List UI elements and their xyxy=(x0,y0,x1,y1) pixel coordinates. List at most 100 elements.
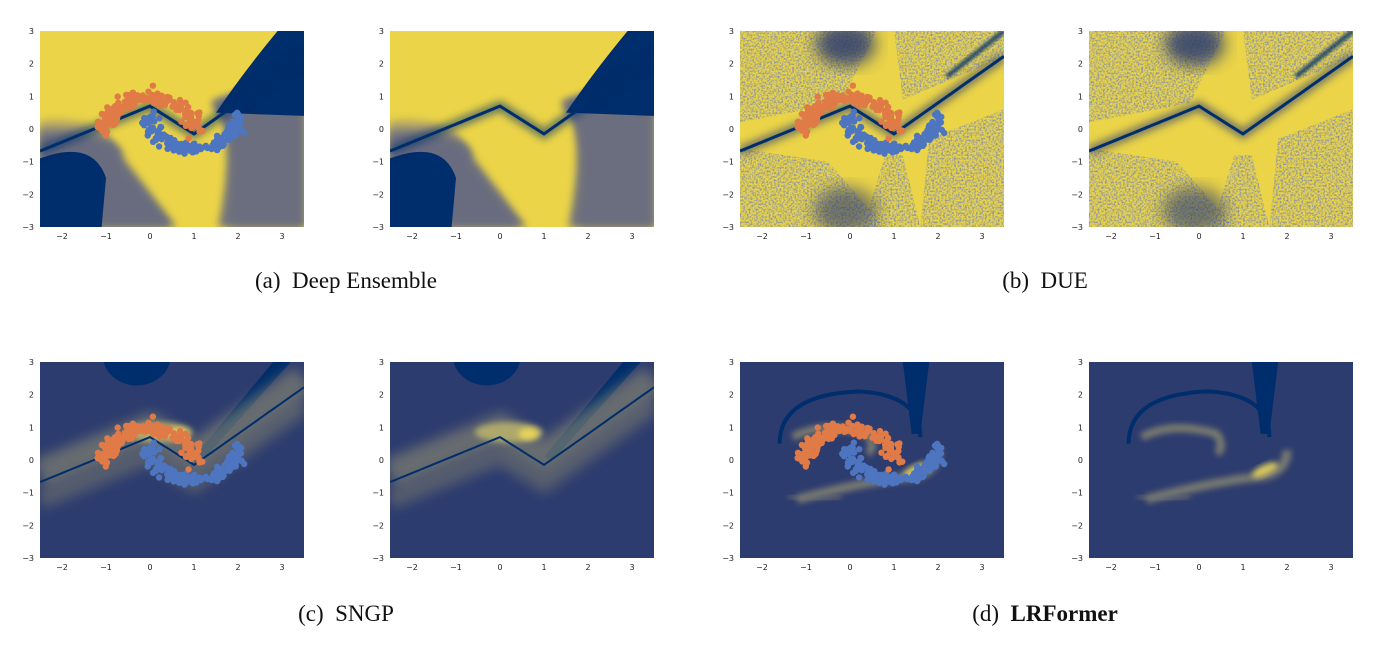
x-tick-label: 0 xyxy=(1196,232,1201,241)
boundary-glow xyxy=(1294,31,1353,79)
plot-area xyxy=(740,31,1004,227)
scatter-point xyxy=(113,447,121,454)
scatter-points xyxy=(794,413,948,488)
scatter-point xyxy=(156,433,163,440)
x-tick-label: 3 xyxy=(279,232,284,241)
scatter-point xyxy=(103,113,110,120)
scatter-point xyxy=(849,469,857,476)
plot-area xyxy=(390,31,654,227)
x-tick-label: 0 xyxy=(847,232,852,241)
plot-area xyxy=(1089,31,1353,227)
scatter-point xyxy=(103,459,111,466)
x-tick-label: −2 xyxy=(56,563,68,572)
x-tick-label: 1 xyxy=(541,232,546,241)
scatter-point xyxy=(156,446,163,453)
scatter-point xyxy=(923,462,930,469)
scatter-point xyxy=(161,463,168,470)
scatter-point xyxy=(166,137,173,145)
x-tick-label: −1 xyxy=(100,232,112,241)
x-tick-label: −2 xyxy=(756,563,768,572)
scatter-point xyxy=(149,469,157,476)
uncertainty-band xyxy=(1139,424,1225,457)
x-tick-label: 3 xyxy=(979,563,984,572)
y-tick-label: 1 xyxy=(729,92,734,101)
scatter-point xyxy=(803,444,810,451)
scatter-point xyxy=(233,455,240,462)
scatter-point xyxy=(818,103,825,111)
scatter-point xyxy=(882,441,889,448)
x-tick-label: 3 xyxy=(1328,563,1333,572)
scatter-point xyxy=(864,93,871,101)
scatter-point xyxy=(164,93,171,101)
scatter-point xyxy=(182,110,189,117)
scatter-point xyxy=(813,447,821,454)
scatter-point xyxy=(849,138,857,145)
scatter-point xyxy=(102,449,109,457)
x-tick-label: 2 xyxy=(1284,232,1289,241)
scatter-point xyxy=(849,82,857,89)
scatter-point xyxy=(877,433,885,441)
x-tick-label: −2 xyxy=(406,563,418,572)
scatter-point xyxy=(878,118,885,125)
panel-6: −2 −1 0 1 2 3 −3 −2 −1 0 1 2 3 xyxy=(372,358,654,572)
y-tick-label: 0 xyxy=(379,125,384,134)
x-tick-label: 0 xyxy=(1196,563,1201,572)
x-tick-label: −1 xyxy=(800,563,812,572)
scatter-point xyxy=(188,124,195,132)
y-tick-label: −1 xyxy=(22,158,34,167)
y-tick-label: −1 xyxy=(1071,489,1083,498)
x-tick-label: 0 xyxy=(847,563,852,572)
y-tick-label: 3 xyxy=(379,358,384,367)
scatter-point xyxy=(854,131,861,138)
scatter-point xyxy=(190,142,197,149)
y-tick-label: 1 xyxy=(379,423,384,432)
scatter-point xyxy=(157,124,165,131)
decision-boundary xyxy=(740,55,1004,153)
scatter-point xyxy=(813,116,821,123)
scatter-point xyxy=(836,96,843,104)
noise-region xyxy=(1269,109,1353,227)
plot-area xyxy=(390,362,654,558)
scatter-point xyxy=(844,450,852,458)
x-tick-label: −1 xyxy=(1149,563,1161,572)
scatter-point xyxy=(185,466,192,473)
scatter-point xyxy=(808,448,815,455)
x-tick-label: 1 xyxy=(891,563,896,572)
scatter-point xyxy=(856,102,863,109)
scatter-point xyxy=(94,449,102,456)
y-tick-label: 0 xyxy=(29,125,34,134)
x-tick-label: 2 xyxy=(1284,563,1289,572)
boundary-glow xyxy=(945,31,1004,79)
x-tick-label: −1 xyxy=(450,563,462,572)
x-tick-label: 2 xyxy=(585,563,590,572)
scatter-point xyxy=(803,113,810,120)
y-tick-label: −3 xyxy=(22,223,34,232)
scatter-point xyxy=(225,455,232,462)
scatter-point xyxy=(149,113,156,121)
scatter-point xyxy=(176,427,184,435)
y-tick-label: 0 xyxy=(1078,125,1083,134)
low-region xyxy=(1164,31,1225,67)
scatter-point xyxy=(928,461,936,469)
y-tick-label: 2 xyxy=(1078,60,1083,69)
scatter-point xyxy=(230,119,237,127)
y-tick-label: 2 xyxy=(379,60,384,69)
low-region xyxy=(216,31,304,116)
y-tick-label: 3 xyxy=(729,358,734,367)
scatter-point xyxy=(871,471,879,479)
scatter-point xyxy=(828,92,836,99)
scatter-point xyxy=(155,143,163,150)
scatter-point xyxy=(885,135,892,142)
scatter-point xyxy=(157,455,165,462)
y-tick-label: −3 xyxy=(22,554,34,563)
scatter-point xyxy=(836,427,843,435)
scatter-point xyxy=(228,130,236,138)
decision-boundary xyxy=(390,55,654,153)
y-tick-label: 2 xyxy=(1078,391,1083,400)
x-tick-label: 2 xyxy=(935,563,940,572)
scatter-point xyxy=(158,92,165,99)
scatter-point xyxy=(103,444,110,451)
x-tick-label: −1 xyxy=(1149,232,1161,241)
decision-boundary xyxy=(40,386,304,483)
y-tick-label: 3 xyxy=(379,27,384,36)
